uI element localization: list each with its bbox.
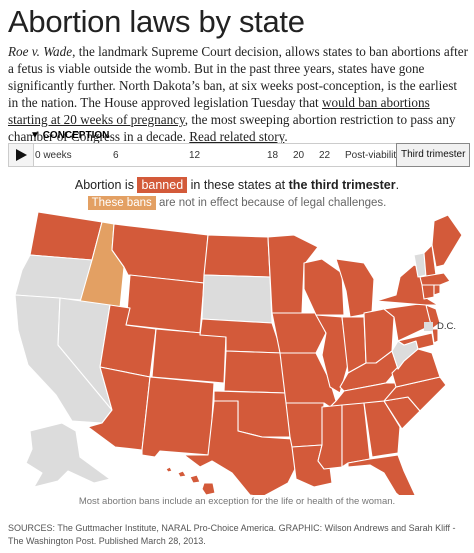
state-de[interactable]	[431, 328, 439, 344]
state-ks[interactable]	[223, 350, 287, 394]
related-story-link[interactable]: Read related story	[189, 129, 285, 144]
legend-text: Abortion is	[74, 178, 134, 192]
timeline-tick-third-trimester[interactable]: Third trimester	[396, 143, 471, 167]
timeline-tick-0-weeks[interactable]: 0 weeks	[35, 150, 72, 161]
state-ia[interactable]	[271, 312, 327, 354]
dc-label: D.C.	[437, 321, 456, 332]
state-wa[interactable]	[29, 211, 103, 261]
timeline-tick-6[interactable]: 6	[113, 150, 119, 161]
conception-label: ▼ CONCEPTION	[30, 130, 110, 141]
legend-line-challenged: These bans are not in effect because of …	[0, 196, 474, 210]
intro-paragraph: Roe v. Wade, the landmark Supreme Court …	[8, 43, 468, 145]
conception-label-text: CONCEPTION	[42, 130, 110, 141]
timeline-tick-18[interactable]: 18	[267, 150, 279, 161]
state-ct[interactable]	[421, 284, 435, 300]
state-wi[interactable]	[303, 258, 345, 316]
house-bill-link[interactable]: would ban abortions starting at 20 weeks…	[8, 95, 430, 127]
state-tx[interactable]	[183, 400, 297, 495]
states-layer	[14, 211, 463, 495]
state-hi[interactable]	[165, 466, 216, 495]
timeline-tick-20[interactable]: 20	[293, 150, 305, 161]
state-ri[interactable]	[433, 284, 441, 296]
legend-text: in these states at	[190, 178, 286, 192]
timeline-tick-22[interactable]: 22	[319, 150, 331, 161]
state-md[interactable]	[397, 332, 435, 350]
sources-credit: SOURCES: The Guttmacher Institute, NARAL…	[8, 523, 456, 546]
legend-text: .	[395, 178, 400, 192]
state-me[interactable]	[431, 214, 463, 268]
state-fl[interactable]	[347, 454, 416, 495]
dc-marker[interactable]	[424, 322, 433, 331]
state-co[interactable]	[151, 328, 227, 384]
state-ga[interactable]	[363, 400, 401, 458]
challenged-badge: These bans	[87, 196, 156, 210]
state-nj[interactable]	[425, 304, 441, 330]
us-state-map	[14, 211, 463, 495]
intro-text-2: , the most sweeping abortion restriction…	[8, 112, 456, 144]
state-or[interactable]	[14, 254, 93, 301]
intro-text-1: , the landmark Supreme Court decision, a…	[8, 44, 468, 110]
state-mt[interactable]	[111, 223, 209, 284]
state-nc[interactable]	[383, 376, 447, 412]
footnote: Most abortion bans include an exception …	[78, 496, 396, 507]
state-sd[interactable]	[201, 274, 273, 324]
timeline-slider[interactable]: 0 weeks 6 12 18 20 22 Post-viability Thi…	[8, 143, 471, 167]
state-ms[interactable]	[317, 404, 343, 470]
page-title: Abortion laws by state	[8, 4, 305, 39]
timeline-tick-12[interactable]: 12	[189, 150, 201, 161]
state-ma[interactable]	[419, 272, 451, 286]
state-nd[interactable]	[203, 234, 271, 278]
banned-badge: banned	[137, 177, 188, 193]
intro-text-3: .	[284, 129, 288, 144]
play-icon[interactable]	[9, 144, 34, 166]
case-name: Roe v. Wade	[8, 44, 73, 59]
state-nm[interactable]	[141, 376, 215, 458]
state-ar[interactable]	[285, 402, 325, 448]
state-ak[interactable]	[25, 422, 111, 488]
legend-text: are not in effect because of legal chall…	[158, 197, 387, 209]
state-wy[interactable]	[125, 274, 205, 334]
stage-label: the third trimester	[288, 178, 396, 192]
timeline-tick-post-viability[interactable]: Post-viability	[345, 150, 402, 161]
legend-line-banned: Abortion is banned in these states at th…	[0, 177, 474, 193]
